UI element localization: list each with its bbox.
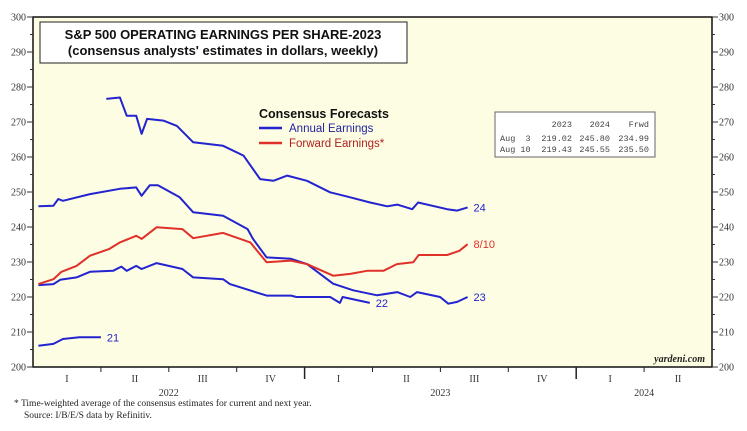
- y-tick-label-left: 230: [11, 258, 26, 269]
- series-line-22: [38, 262, 371, 304]
- x-quarter-label: I: [337, 374, 340, 385]
- y-tick-label-left: 200: [11, 363, 26, 374]
- y-tick-label-right: 260: [719, 153, 734, 164]
- y-tick-label-right: 290: [719, 48, 734, 59]
- estimates-table: 2023 2024 Frwd Aug 3 219.02 245.80 234.9…: [494, 111, 656, 158]
- series-line-21: [38, 336, 101, 347]
- table-header-frwd: Frwd: [629, 120, 649, 130]
- chart-title: S&P 500 OPERATING EARNINGS PER SHARE-202…: [65, 27, 382, 42]
- y-tick-label-right: 280: [719, 83, 734, 94]
- plot-area: [32, 16, 713, 368]
- y-tick-label-right: 250: [719, 188, 734, 199]
- x-quarter-label: II: [132, 374, 139, 385]
- x-quarter-label: IV: [265, 374, 276, 385]
- series-line-23: [38, 184, 469, 305]
- x-quarter-label: I: [65, 374, 68, 385]
- x-quarter-label: II: [675, 374, 682, 385]
- y-tick-label-left: 250: [11, 188, 26, 199]
- y-tick-label-right: 240: [719, 223, 734, 234]
- y-tick-label-left: 260: [11, 153, 26, 164]
- table-cell: 219.02: [541, 134, 572, 144]
- source-note: Source: I/B/E/S data by Refinitiv.: [24, 410, 152, 421]
- y-tick-label-left: 280: [11, 83, 26, 94]
- x-quarter-label: III: [198, 374, 208, 385]
- y-tick-label-left: 270: [11, 118, 26, 129]
- title-box: S&P 500 OPERATING EARNINGS PER SHARE-202…: [39, 21, 408, 64]
- table-cell: 245.55: [579, 145, 610, 155]
- table-cell: 235.50: [618, 145, 649, 155]
- table-cell: 219.43: [541, 145, 572, 155]
- legend: Consensus Forecasts Annual Earnings Forw…: [259, 107, 389, 150]
- y-tick-label-right: 210: [719, 328, 734, 339]
- y-tick-label-right: 230: [719, 258, 734, 269]
- x-quarter-label: I: [608, 374, 611, 385]
- y-tick-label-right: 200: [719, 363, 734, 374]
- x-quarter-label: III: [469, 374, 479, 385]
- legend-label-annual: Annual Earnings: [289, 123, 374, 135]
- chart-subtitle: (consensus analysts' estimates in dollar…: [68, 43, 378, 58]
- table-header-2023: 2023: [552, 120, 572, 130]
- y-tick-label-left: 220: [11, 293, 26, 304]
- y-tick-label-left: 300: [11, 13, 26, 24]
- table-cell: Aug 3: [500, 134, 531, 144]
- y-tick-label-left: 210: [11, 328, 26, 339]
- table-cell: 245.80: [579, 134, 610, 144]
- source-tag: yardeni.com: [653, 354, 705, 365]
- series-lines: 21 22 23 24 8/10: [38, 96, 495, 347]
- y-tick-label-left: 290: [11, 48, 26, 59]
- series-line-24: [106, 96, 468, 212]
- table-cell: Aug 10: [500, 145, 531, 155]
- series-end-label: 23: [474, 292, 486, 304]
- table-cell: 234.99: [618, 134, 649, 144]
- legend-label-forward: Forward Earnings*: [289, 138, 385, 150]
- y-tick-label-right: 300: [719, 13, 734, 24]
- series-end-label: 8/10: [474, 239, 495, 251]
- series-line-forward: [38, 226, 469, 286]
- footnote: * Time-weighted average of the consensus…: [14, 398, 312, 409]
- y-tick-label-right: 270: [719, 118, 734, 129]
- legend-title: Consensus Forecasts: [259, 107, 389, 121]
- x-year-label: 2023: [430, 388, 450, 399]
- x-quarter-label: II: [403, 374, 410, 385]
- y-axis: 200 200 210 210 220 220 230 230 240 240 250 250 260 2…: [11, 13, 734, 374]
- series-end-label: 22: [376, 298, 388, 310]
- series-end-label: 21: [107, 332, 119, 344]
- x-quarter-label: IV: [537, 374, 548, 385]
- y-tick-label-left: 240: [11, 223, 26, 234]
- x-year-label: 2024: [634, 388, 654, 399]
- table-header-2024: 2024: [590, 120, 610, 130]
- y-tick-label-right: 220: [719, 293, 734, 304]
- x-year-label: 2022: [159, 388, 179, 399]
- series-end-label: 24: [474, 202, 486, 214]
